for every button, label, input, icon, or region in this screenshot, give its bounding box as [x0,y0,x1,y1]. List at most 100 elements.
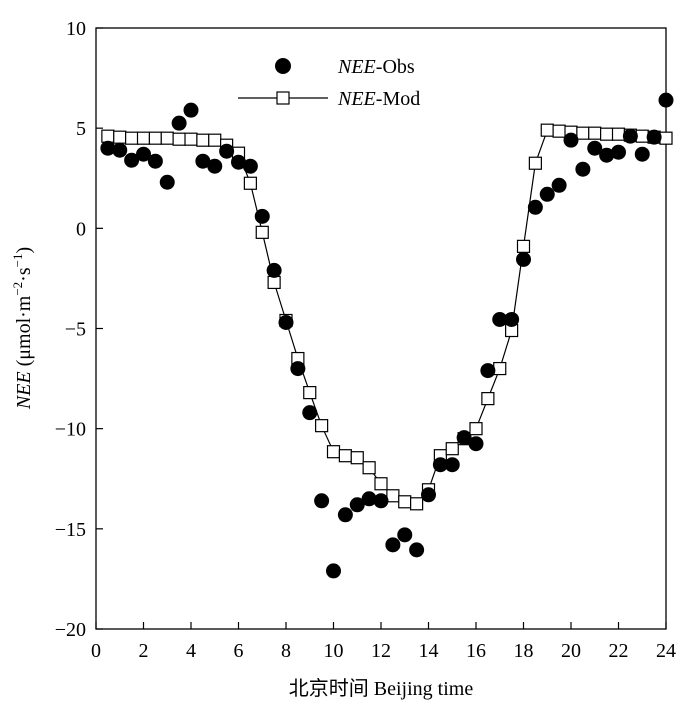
nee-mod-point [374,477,388,491]
nee-obs-point [611,144,626,160]
x-tick-label: 4 [186,640,196,662]
x-tick-label: 2 [139,640,149,662]
nee-obs-point [231,154,246,170]
nee-mod-point [528,156,542,170]
nee-mod-point [576,126,590,140]
nee-mod-point [125,131,139,145]
legend-mod-label: NEE-Mod [337,88,420,110]
y-axis-label-italic: NEE [13,371,35,410]
nee-mod-point [611,127,626,141]
nee-mod-point [516,239,531,253]
nee-mod-point [362,461,376,475]
nee-obs-point [266,262,282,278]
nee-mod-point [172,132,186,146]
legend: NEE-Obs NEE-Mod [238,56,420,110]
nee-obs-point [242,158,258,174]
nee-obs-point [349,497,365,513]
nee-obs-point [361,491,377,507]
y-axis-label: NEE (μmol·m−2·s−1) [10,247,35,410]
x-tick-label: 12 [371,640,391,662]
nee-obs-point [147,153,163,169]
nee-obs-point [421,487,436,503]
nee-mod-point [493,361,507,376]
nee-obs-point [622,128,638,144]
nee-obs-point [504,311,520,327]
nee-obs-point [527,199,543,215]
nee-obs-point [634,146,650,162]
nee-obs-point [171,115,187,131]
nee-mod-point [113,130,127,144]
nee-mod-point [386,489,400,503]
nee-mod-point [350,451,364,465]
legend-obs-marker [275,58,291,74]
y-axis-label-end: ) [13,247,35,254]
nee-mod-point [338,449,352,463]
x-tick-label: 8 [281,640,291,662]
nee-mod-point [635,129,649,143]
nee-obs-point [539,186,555,202]
nee-mod-line [107,129,667,505]
legend-mod-marker [276,91,290,105]
nee-mod-point [184,132,198,146]
nee-obs-point [599,147,615,163]
nee-obs-point [551,177,567,193]
x-axis-label: 北京时间 Beijing time [289,677,474,700]
nee-obs-point [432,457,448,473]
nee-obs-point [100,140,116,156]
nee-obs-point [290,361,306,377]
nee-obs-point [183,102,199,118]
nee-mod-point [552,124,566,138]
x-tick-label: 10 [324,640,344,662]
nee-mod-point [410,497,424,511]
nee-mod-point [101,129,115,143]
nee-obs-point [314,493,330,509]
nee-obs-point [195,153,211,169]
nee-obs-point [492,311,508,327]
nee-mod-point [136,131,151,145]
y-axis: −20 −15 −10 −5 0 5 10 [55,18,103,641]
nee-obs-point [326,563,341,579]
y-tick-label: −20 [55,619,86,641]
nee-obs-point [444,457,460,473]
nee-obs-point [385,537,401,553]
x-tick-label: 14 [419,640,439,662]
x-tick-label: 18 [514,640,534,662]
nee-mod-point [243,176,257,190]
nee-mod-point [659,131,673,145]
nee-mod-point [267,275,281,290]
y-tick-label: −15 [55,519,86,541]
x-axis: 0 2 4 6 8 10 12 14 16 18 20 22 24 [91,622,676,662]
series-nee-obs [100,92,674,579]
nee-obs-point [159,174,175,190]
nee-mod-point [148,131,162,145]
nee-mod-point [469,422,483,436]
y-axis-label-unit: (μmol·m [13,295,35,371]
nee-mod-point [303,386,317,400]
nee-mod-point [326,445,341,459]
nee-obs-point [278,314,294,330]
nee-obs-point [563,132,579,148]
x-tick-label: 16 [466,640,486,662]
x-tick-label: 6 [234,640,244,662]
nee-obs-point [480,363,496,379]
nee-mod-point [600,127,614,141]
series-nee-mod [101,123,673,511]
nee-obs-point [302,405,318,421]
nee-obs-point [219,143,235,159]
nee-mod-point [315,419,329,433]
x-tick-label: 22 [609,640,629,662]
nee-mod-point [445,442,459,456]
nee-mod-point [160,131,174,145]
nee-mod-point [255,225,269,239]
nee-obs-point [516,251,531,267]
y-tick-label: −10 [55,419,86,441]
nee-obs-point [587,140,603,156]
y-tick-label: 10 [66,18,86,40]
y-axis-label-sup1: −2 [10,282,25,296]
nee-obs-point [337,507,353,523]
y-tick-label: −5 [65,319,86,341]
nee-obs-point [397,527,413,543]
x-tick-label: 24 [656,640,676,662]
nee-obs-point [207,158,223,174]
